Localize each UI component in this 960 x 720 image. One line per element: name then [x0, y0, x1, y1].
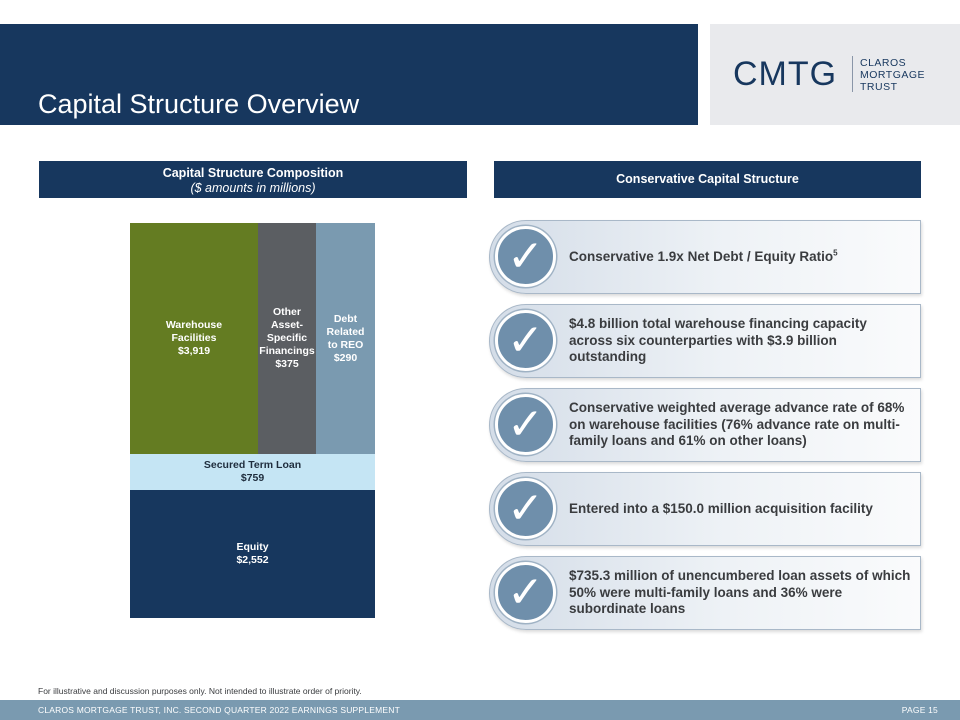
segment-name-line: to REO — [327, 338, 364, 351]
segment-name-line: Other — [272, 306, 301, 318]
segment-name-line: Related — [326, 325, 365, 338]
segment-secured-term-loan: Secured Term Loan $759 — [130, 454, 375, 490]
footer-label: CLAROS MORTGAGE TRUST, INC. SECOND QUART… — [38, 705, 400, 715]
check-badge: ✓ — [495, 310, 556, 371]
checkmark-icon: ✓ — [507, 314, 544, 366]
logo-word-2: MORTGAGE — [860, 69, 926, 81]
checkmark-icon: ✓ — [507, 566, 544, 618]
bullet-text: $4.8 billion total warehouse financing c… — [569, 316, 867, 365]
capital-structure-composition-header: Capital Structure Composition ($ amounts… — [39, 161, 467, 198]
logo-divider — [852, 56, 853, 92]
check-badge: ✓ — [495, 478, 556, 539]
bullet-warehouse-capacity: ✓ $4.8 billion total warehouse financing… — [489, 304, 921, 378]
segment-value-label: $290 — [333, 351, 358, 364]
segment-name-line: Facilities — [171, 332, 217, 344]
footnote-marker: 5 — [833, 248, 838, 258]
checkmark-icon: ✓ — [507, 398, 544, 450]
bullet-text: Conservative 1.9x Net Debt / Equity Rati… — [569, 221, 912, 293]
segment-name-line: Asset- — [270, 319, 304, 331]
check-badge: ✓ — [495, 562, 556, 623]
bullet-unencumbered-assets: ✓ $735.3 million of unencumbered loan as… — [489, 556, 921, 630]
bullet-net-debt-equity: ✓ Conservative 1.9x Net Debt / Equity Ra… — [489, 220, 921, 294]
segment-name-line: Debt — [333, 312, 358, 325]
bullet-text: Entered into a $150.0 million acquisitio… — [569, 500, 873, 516]
segment-name-line: Equity — [236, 541, 269, 553]
logo-mark: CMTG — [733, 55, 838, 93]
bullet-text: Conservative weighted average advance ra… — [569, 400, 905, 449]
checkmark-icon: ✓ — [507, 230, 544, 282]
section-subtitle: ($ amounts in millions) — [190, 181, 316, 195]
segment-value-label: $759 — [240, 472, 265, 484]
segment-value-label: $2,552 — [236, 554, 269, 566]
logo — [710, 24, 960, 125]
page-number: PAGE 15 — [901, 705, 938, 715]
logo-wordmark: CLAROS MORTGAGE TRUST — [860, 57, 925, 93]
segment-name-line: Warehouse — [165, 319, 223, 331]
segment-name-line: Secured Term Loan — [203, 459, 302, 471]
bullet-copy: Conservative 1.9x Net Debt / Equity Rati… — [569, 248, 834, 264]
checkmark-icon: ✓ — [507, 482, 544, 534]
segment-equity: Equity $2,552 — [130, 490, 375, 618]
conservative-capital-structure-header: Conservative Capital Structure — [494, 161, 921, 198]
title-bar — [0, 24, 698, 125]
check-badge: ✓ — [495, 394, 556, 455]
segment-other-asset-specific-financings: Other Asset- Specific Financings $375 — [258, 223, 316, 454]
footnote: For illustrative and discussion purposes… — [38, 686, 362, 696]
bullet-text: $735.3 million of unencumbered loan asse… — [569, 568, 911, 617]
segment-debt-related-to-reo: Debt Related to REO $290 — [316, 223, 375, 454]
segment-warehouse-facilities: Warehouse Facilities $3,919 — [130, 223, 258, 454]
capital-structure-chart: Warehouse Facilities $3,919 Other Asset-… — [130, 223, 375, 618]
section-title: Capital Structure Composition — [162, 166, 344, 180]
bullet-acquisition-facility: ✓ Entered into a $150.0 million acquisit… — [489, 472, 921, 546]
logo-word-3: TRUST — [860, 81, 898, 93]
footer-bar: CLAROS MORTGAGE TRUST, INC. SECOND QUART… — [0, 700, 960, 720]
section-title: Conservative Capital Structure — [616, 172, 799, 186]
segment-name-line: Financings — [259, 345, 315, 357]
segment-value-label: $375 — [275, 358, 299, 370]
segment-value-label: $3,919 — [177, 345, 211, 357]
check-badge: ✓ — [495, 226, 556, 287]
logo-word-1: CLAROS — [860, 57, 907, 69]
bullet-advance-rate: ✓ Conservative weighted average advance … — [489, 388, 921, 462]
segment-name-line: Specific — [266, 332, 308, 344]
page-title: Capital Structure Overview — [38, 89, 360, 119]
